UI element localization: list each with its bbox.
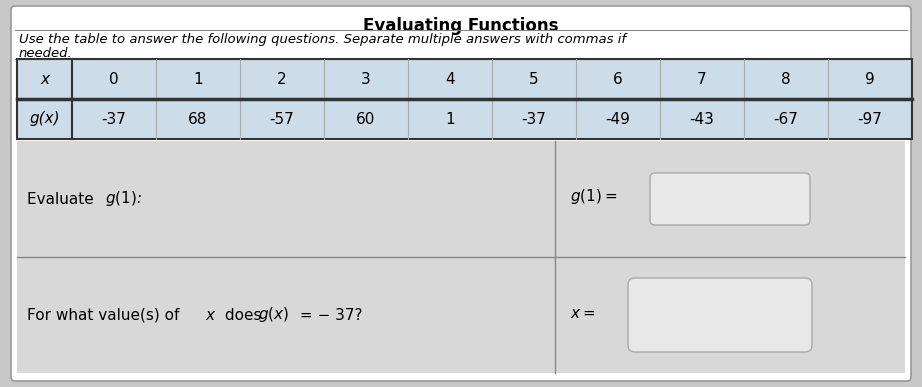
Text: 9: 9 bbox=[865, 72, 875, 87]
FancyBboxPatch shape bbox=[11, 6, 911, 381]
Text: g(x): g(x) bbox=[30, 111, 60, 127]
Text: Evaluating Functions: Evaluating Functions bbox=[363, 17, 559, 35]
Text: $g(1)$:: $g(1)$: bbox=[105, 190, 142, 209]
Text: -49: -49 bbox=[606, 111, 631, 127]
Text: $g(1) =$: $g(1) =$ bbox=[570, 187, 618, 207]
Text: 5: 5 bbox=[529, 72, 538, 87]
Text: 6: 6 bbox=[613, 72, 623, 87]
Text: For what value(s) of: For what value(s) of bbox=[27, 308, 184, 322]
Bar bbox=[17, 59, 912, 139]
Text: does: does bbox=[220, 308, 266, 322]
Text: -37: -37 bbox=[101, 111, 126, 127]
Text: -97: -97 bbox=[857, 111, 882, 127]
Text: 7: 7 bbox=[697, 72, 707, 87]
Text: -43: -43 bbox=[690, 111, 715, 127]
Text: -37: -37 bbox=[522, 111, 547, 127]
Bar bbox=[17, 141, 905, 373]
Text: Use the table to answer the following questions. Separate multiple answers with : Use the table to answer the following qu… bbox=[19, 33, 626, 46]
Bar bbox=[17, 99, 912, 139]
Text: $x$: $x$ bbox=[205, 308, 217, 322]
FancyBboxPatch shape bbox=[628, 278, 812, 352]
Text: -67: -67 bbox=[774, 111, 798, 127]
Text: $x =$: $x =$ bbox=[570, 305, 596, 320]
Text: -57: -57 bbox=[269, 111, 294, 127]
Text: 1: 1 bbox=[445, 111, 455, 127]
Text: 8: 8 bbox=[781, 72, 791, 87]
Bar bbox=[17, 59, 912, 99]
Text: 1: 1 bbox=[194, 72, 203, 87]
Text: = − 37?: = − 37? bbox=[295, 308, 362, 322]
Text: $g(x)$: $g(x)$ bbox=[258, 305, 290, 325]
Text: 60: 60 bbox=[356, 111, 375, 127]
Text: 2: 2 bbox=[278, 72, 287, 87]
FancyBboxPatch shape bbox=[650, 173, 810, 225]
Text: 4: 4 bbox=[445, 72, 455, 87]
Text: Evaluate: Evaluate bbox=[27, 192, 99, 207]
Text: 3: 3 bbox=[361, 72, 371, 87]
Text: 0: 0 bbox=[109, 72, 119, 87]
Text: 68: 68 bbox=[188, 111, 207, 127]
Text: x: x bbox=[40, 72, 49, 87]
Text: needed.: needed. bbox=[19, 47, 73, 60]
